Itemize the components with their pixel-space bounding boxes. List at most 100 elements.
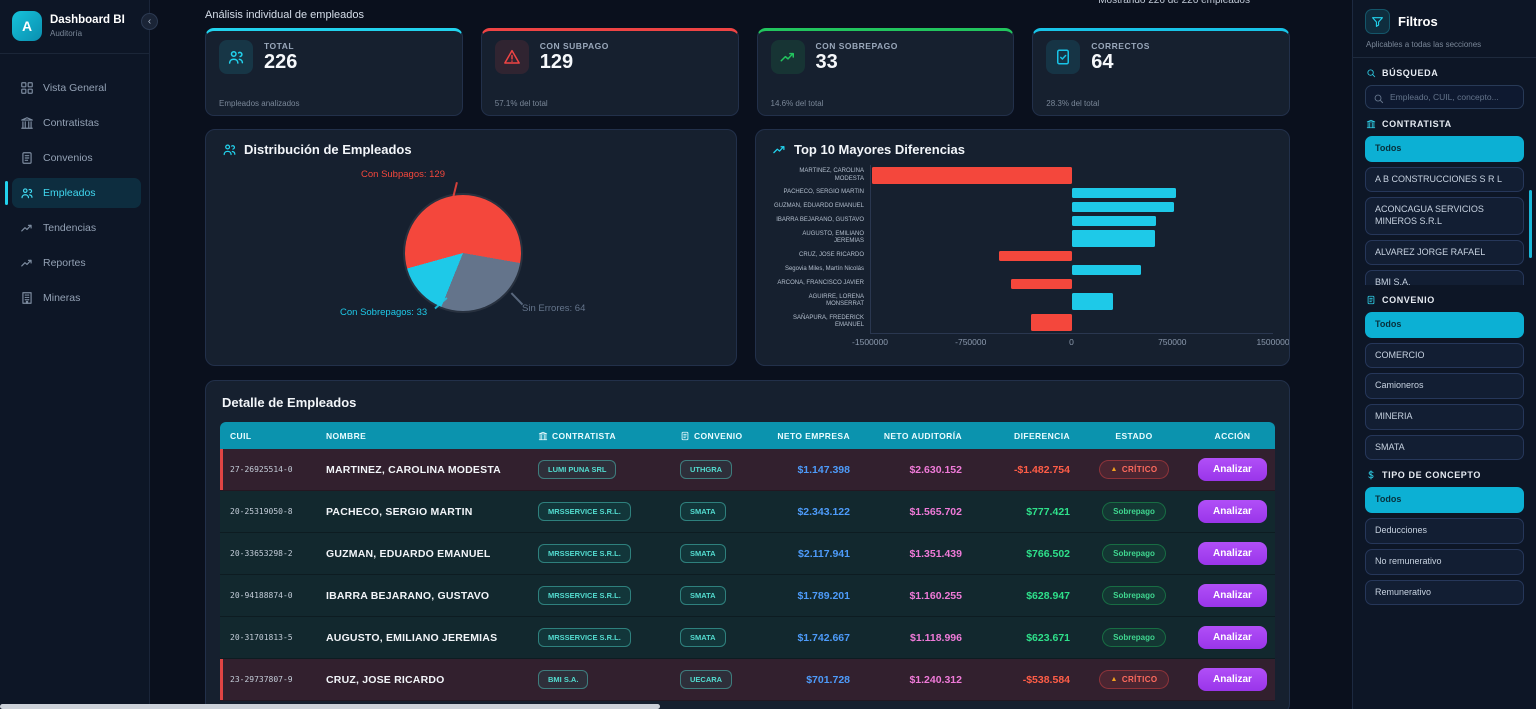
column-header-cuil: CUIL: [220, 431, 316, 441]
convenio-badge: SMATA: [680, 544, 726, 563]
column-header-diferencia: DIFERENCIA: [972, 431, 1080, 441]
filter-option-no-remunerativo[interactable]: No remunerativo: [1365, 548, 1524, 575]
brand: A Dashboard BI Auditoría: [0, 0, 149, 54]
bar-row: AGUIRRE, LORENA MONSERRAT: [772, 291, 1273, 312]
bar-category-label: ARCONA, FRANCISCO JAVIER: [777, 280, 864, 287]
bar-row: Segovia Miles, Martín Nicolás: [772, 263, 1273, 277]
x-axis-line: [870, 333, 1273, 334]
cell-neto-auditoria: $1.118.996: [910, 631, 962, 644]
column-header-label: ESTADO: [1115, 430, 1153, 441]
bar-row: ARCONA, FRANCISCO JAVIER: [772, 277, 1273, 291]
filter-option-todos[interactable]: Todos: [1365, 487, 1524, 514]
filters-scrollbar-thumb[interactable]: [1529, 190, 1532, 258]
filter-section-label-contratista: CONTRATISTA: [1366, 119, 1524, 129]
table-body: 27-26925514-0 MARTINEZ, CAROLINA MODESTA L…: [220, 449, 1275, 701]
filter-option-comercio[interactable]: COMERCIO: [1365, 342, 1524, 369]
filter-option-todos[interactable]: Todos: [1365, 312, 1524, 338]
filter-option-alvarez-jorge-rafael[interactable]: ALVAREZ JORGE RAFAEL: [1365, 239, 1524, 266]
filter-option-a-b-construcciones-s-r-l[interactable]: A B CONSTRUCCIONES S R L: [1365, 166, 1524, 193]
cell-estado: Sobrepago: [1080, 628, 1188, 647]
sidebar-item-label: Contratistas: [43, 117, 100, 129]
analizar-button[interactable]: Analizar: [1198, 458, 1267, 481]
analizar-button[interactable]: Analizar: [1198, 668, 1267, 691]
warning-triangle-icon: ▲: [1110, 676, 1118, 683]
cell-diferencia: $628.947: [1026, 589, 1070, 602]
filter-sections: CONTRATISTA Todos A B CONSTRUCCIONES S R L…: [1365, 119, 1524, 606]
cell-cuil: 20-31701813-5: [230, 633, 293, 642]
cell-diferencia: $623.671: [1026, 631, 1070, 644]
cell-cuil: 20-94188874-0: [230, 591, 293, 600]
x-axis-tick: 0: [1069, 337, 1074, 347]
convenio-badge: SMATA: [680, 586, 726, 605]
cell-neto-auditoria: $1.160.255: [909, 589, 962, 602]
pie-label-subpagos: Con Subpagos: 129: [361, 169, 445, 180]
file-icon: [20, 151, 34, 165]
horizontal-scrollbar-thumb[interactable]: [0, 704, 660, 709]
filter-option-remunerativo[interactable]: Remunerativo: [1365, 579, 1524, 606]
table-row: 20-33653298-2 GUZMAN, EDUARDO EMANUEL MRSS…: [220, 533, 1275, 575]
sidebar-item-vista-general[interactable]: Vista General: [12, 73, 141, 103]
sidebar-item-label: Mineras: [43, 292, 81, 304]
cell-neto-auditoria: $1.565.702: [909, 505, 962, 518]
cell-diferencia: $766.502: [1026, 547, 1070, 560]
table-row: 23-29737807-9 CRUZ, JOSE RICARDO BMI S.A. U…: [220, 659, 1275, 701]
search-input[interactable]: [1365, 85, 1524, 109]
bar-chart-card: Top 10 Mayores Diferencias MARTINEZ, CAR…: [755, 129, 1290, 366]
cell-estado: ▲ CRÍTICO: [1080, 460, 1188, 479]
sidebar-collapse-button[interactable]: ‹: [141, 13, 158, 30]
x-axis-tick: -750000: [955, 337, 987, 347]
analizar-button[interactable]: Analizar: [1198, 500, 1267, 523]
column-header-label: NOMBRE: [326, 430, 367, 441]
stat-label: CON SUBPAGO: [539, 41, 609, 51]
status-badge: Sobrepago: [1102, 628, 1166, 647]
y-axis-line: [870, 165, 871, 333]
pie-chart: Con Subpagos: 129 Con Sobrepagos: 33 Sin…: [222, 157, 720, 347]
analizar-button[interactable]: Analizar: [1198, 542, 1267, 565]
table-row: 20-94188874-0 IBARRA BEJARANO, GUSTAVO MRS…: [220, 575, 1275, 617]
bar-row: MARTINEZ, CAROLINA MODESTA: [772, 165, 1273, 186]
cell-neto-empresa: $2.343.122: [797, 505, 850, 518]
cell-estado: ▲ CRÍTICO: [1080, 670, 1188, 689]
search-icon: [1366, 68, 1376, 78]
contratista-badge: MRSSERVICE S.R.L.: [538, 628, 631, 647]
stat-value: 33: [815, 51, 838, 73]
bar-track: [870, 291, 1273, 312]
filter-option-deducciones[interactable]: Deducciones: [1365, 518, 1524, 544]
search-box: [1365, 85, 1524, 109]
sidebar-item-tendencias[interactable]: Tendencias: [12, 213, 141, 243]
column-header-label: NETO EMPRESA: [777, 430, 850, 441]
filters-title: Filtros: [1398, 14, 1438, 29]
sidebar-item-convenios[interactable]: Convenios: [12, 143, 141, 173]
pie-chart-card: Distribución de Empleados Con Subpagos: …: [205, 129, 737, 366]
bar-track: [870, 263, 1273, 277]
app-title: Dashboard BI: [50, 13, 125, 26]
analizar-button[interactable]: Analizar: [1198, 584, 1267, 607]
cell-neto-empresa: $1.789.201: [797, 589, 850, 602]
funnel-icon: [1365, 9, 1390, 34]
analizar-button[interactable]: Analizar: [1198, 626, 1267, 649]
horizontal-scrollbar[interactable]: [0, 704, 1536, 709]
cell-nombre: AUGUSTO, EMILIANO JEREMIAS: [326, 631, 498, 644]
filter-option-smata[interactable]: SMATA: [1365, 434, 1524, 461]
sidebar-item-contratistas[interactable]: Contratistas: [12, 108, 141, 138]
bar: [1071, 215, 1156, 226]
filter-option-bmi-s-a[interactable]: BMI S.A.: [1365, 270, 1524, 285]
filter-section-label-tipo-de-concepto: TIPO DE CONCEPTO: [1366, 470, 1524, 480]
bar: [872, 167, 1072, 185]
filters-subtitle: Aplicables a todas las secciones: [1366, 40, 1482, 49]
filter-option-mineria[interactable]: MINERIA: [1365, 404, 1524, 430]
sidebar-item-mineras[interactable]: Mineras: [12, 283, 141, 313]
cell-contratista: LUMI PUNA SRL: [528, 460, 670, 479]
column-header-label: CONTRATISTA: [552, 430, 617, 441]
sidebar-item-reportes[interactable]: Reportes: [12, 248, 141, 278]
filter-option-aconcagua-servicios-mineros-s-r-l[interactable]: ACONCAGUA SERVICIOS MINEROS S.R.L: [1365, 197, 1524, 235]
stat-subtext: Empleados analizados: [219, 99, 300, 108]
bar-category-label: Segovia Miles, Martín Nicolás: [784, 266, 864, 273]
filter-option-todos[interactable]: Todos: [1365, 136, 1524, 162]
sidebar-item-empleados[interactable]: Empleados: [5, 178, 141, 208]
main-header: Análisis individual de empleados Mostran…: [205, 0, 1290, 28]
contratista-badge: LUMI PUNA SRL: [538, 460, 617, 479]
cell-cuil: 20-33653298-2: [230, 549, 293, 558]
filter-option-camioneros[interactable]: Camioneros: [1365, 373, 1524, 400]
cell-convenio: SMATA: [670, 544, 756, 563]
